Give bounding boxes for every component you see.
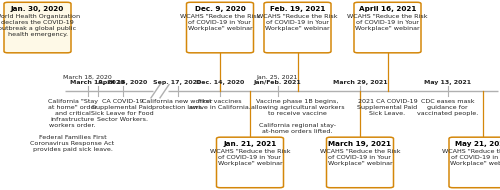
Text: March 18, 2020: March 18, 2020	[63, 75, 112, 80]
FancyBboxPatch shape	[264, 2, 331, 53]
Text: Jan/Feb. 2021: Jan/Feb. 2021	[254, 81, 302, 86]
Text: May 13, 2021: May 13, 2021	[424, 81, 471, 86]
Text: California "Stay
at home" order
and critical
infrastructure
workers order.

Fede: California "Stay at home" order and crit…	[30, 99, 114, 152]
Text: Sep. 17, 2020: Sep. 17, 2020	[154, 81, 202, 86]
FancyBboxPatch shape	[216, 137, 284, 188]
Text: May 21, 2021: May 21, 2021	[456, 141, 500, 147]
Text: Feb. 19, 2021: Feb. 19, 2021	[270, 6, 325, 12]
Text: March 19, 2020: March 19, 2020	[70, 81, 125, 86]
Text: March 29, 2021: March 29, 2021	[332, 81, 388, 86]
Text: WCAHS "Reduce the Risk
of COVID-19 in Your
Workplace" webinar: WCAHS "Reduce the Risk of COVID-19 in Yo…	[257, 14, 338, 31]
Text: CDC eases mask
guidance for
vaccinated people.: CDC eases mask guidance for vaccinated p…	[417, 99, 478, 116]
Text: March 19, 2021: March 19, 2021	[328, 141, 392, 147]
Text: Dec. 14, 2020: Dec. 14, 2020	[196, 81, 244, 86]
Text: Jan. 25, 2021: Jan. 25, 2021	[257, 75, 298, 80]
Text: WCAHS "Reduce the Risk
of COVID-19 in Your
Workplace" webinar: WCAHS "Reduce the Risk of COVID-19 in Yo…	[180, 14, 260, 31]
Text: WCAHS "Reduce the Risk
of COVID-19 in Your
Workplace" webinar: WCAHS "Reduce the Risk of COVID-19 in Yo…	[210, 149, 290, 166]
Text: WCAHS "Reduce the Risk
of COVID-19 in Your
Workplace" webinar: WCAHS "Reduce the Risk of COVID-19 in Yo…	[320, 149, 400, 166]
FancyBboxPatch shape	[449, 137, 500, 188]
Text: CA COVID-19
Supplemental Paid
Sick Leave for Food
Sector Workers.: CA COVID-19 Supplemental Paid Sick Leave…	[91, 99, 154, 122]
FancyBboxPatch shape	[186, 2, 254, 53]
Text: WCAHS "Reduce the Risk
of COVID-19 in Your
Workplace" webinar: WCAHS "Reduce the Risk of COVID-19 in Yo…	[442, 149, 500, 166]
Text: Vaccine phase 1B begins,
allowing agricultural workers
to receive vaccine

Calif: Vaccine phase 1B begins, allowing agricu…	[250, 99, 344, 134]
Text: WCAHS "Reduce the Risk
of COVID-19 in Your
Workplace" webinar: WCAHS "Reduce the Risk of COVID-19 in Yo…	[347, 14, 428, 31]
Text: Dec. 9, 2020: Dec. 9, 2020	[194, 6, 246, 12]
Text: April 16, 2020: April 16, 2020	[98, 81, 147, 86]
FancyBboxPatch shape	[4, 2, 71, 53]
Text: World Health Organization
declares the COVID-19
outbreak a global public
health : World Health Organization declares the C…	[0, 14, 80, 37]
Text: April 16, 2021: April 16, 2021	[359, 6, 416, 12]
Text: Jan. 30, 2020: Jan. 30, 2020	[11, 6, 64, 12]
Text: First vaccines
arrive in California.: First vaccines arrive in California.	[189, 99, 251, 110]
Text: California new worker
protection laws.: California new worker protection laws.	[142, 99, 213, 110]
Text: Jan. 21, 2021: Jan. 21, 2021	[224, 141, 276, 147]
FancyBboxPatch shape	[354, 2, 421, 53]
FancyBboxPatch shape	[326, 137, 394, 188]
Text: 2021 CA COVID-19
Supplemental Paid
Sick Leave.: 2021 CA COVID-19 Supplemental Paid Sick …	[358, 99, 418, 116]
